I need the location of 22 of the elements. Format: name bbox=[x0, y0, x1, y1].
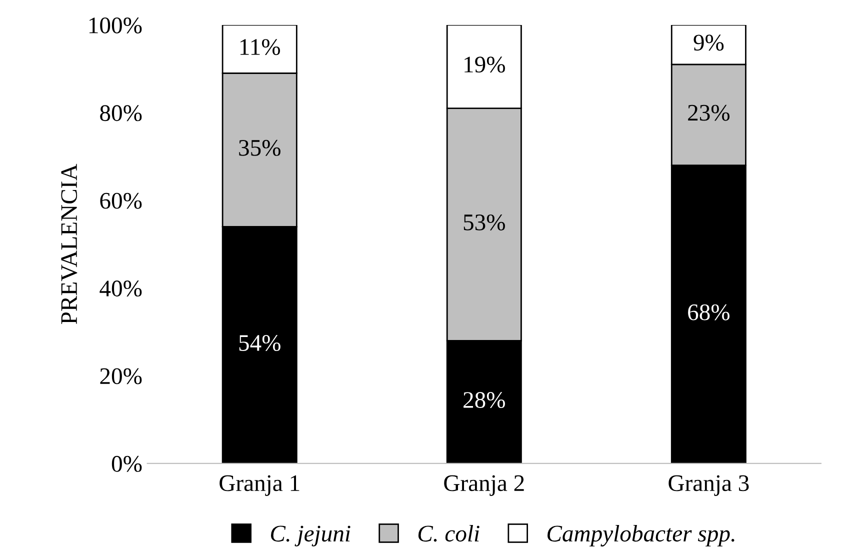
y-axis-title: PREVALENCIA bbox=[61, 164, 78, 324]
data-label: 19% bbox=[464, 56, 505, 73]
y-tick-label: 20% bbox=[100, 368, 142, 384]
legend-label: Campylobacter spp. bbox=[548, 524, 734, 546]
x-tick-label: Granja 3 bbox=[668, 475, 749, 496]
x-tick-label: Granja 1 bbox=[220, 475, 300, 496]
legend-label: C. coli bbox=[418, 524, 480, 542]
data-label: 28% bbox=[464, 392, 505, 408]
y-tick-label: 40% bbox=[100, 280, 142, 297]
legend-label: C. jejuni bbox=[271, 526, 350, 546]
data-label: 35% bbox=[239, 140, 280, 156]
data-label: 68% bbox=[688, 304, 730, 320]
data-label: 53% bbox=[464, 214, 505, 230]
y-tick-label: 100% bbox=[89, 17, 142, 34]
y-tick-label: 80% bbox=[100, 105, 142, 122]
data-label: 23% bbox=[688, 104, 730, 121]
data-label: 54% bbox=[239, 335, 280, 352]
y-tick-label: 60% bbox=[100, 192, 142, 209]
x-tick-label: Granja 2 bbox=[444, 475, 524, 496]
data-label: 11% bbox=[240, 39, 280, 56]
data-label: 9% bbox=[694, 34, 724, 51]
y-tick-label: 0% bbox=[112, 456, 142, 472]
